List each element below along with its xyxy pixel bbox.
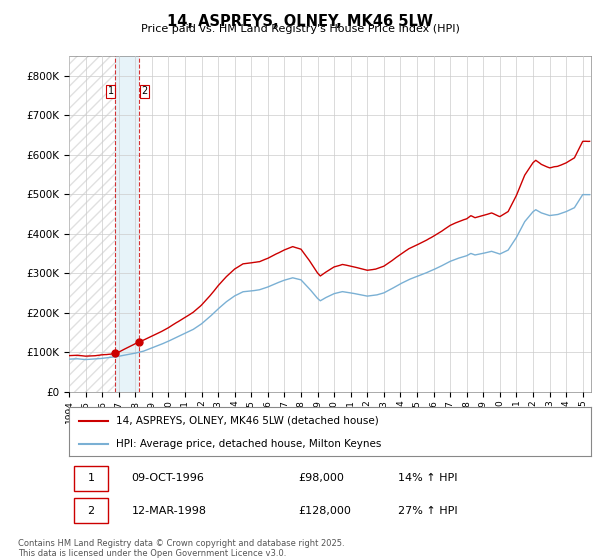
Text: Price paid vs. HM Land Registry's House Price Index (HPI): Price paid vs. HM Land Registry's House … [140,24,460,34]
Text: 2: 2 [88,506,95,516]
Text: Contains HM Land Registry data © Crown copyright and database right 2025.
This d: Contains HM Land Registry data © Crown c… [18,539,344,558]
Text: 27% ↑ HPI: 27% ↑ HPI [398,506,457,516]
Text: 09-OCT-1996: 09-OCT-1996 [131,473,205,483]
Text: 14, ASPREYS, OLNEY, MK46 5LW: 14, ASPREYS, OLNEY, MK46 5LW [167,14,433,29]
Bar [115,56,139,392]
Text: £98,000: £98,000 [299,473,344,483]
Text: £128,000: £128,000 [299,506,352,516]
Text: 1: 1 [108,86,114,96]
Text: HPI: Average price, detached house, Milton Keynes: HPI: Average price, detached house, Milt… [116,439,382,449]
Text: 14, ASPREYS, OLNEY, MK46 5LW (detached house): 14, ASPREYS, OLNEY, MK46 5LW (detached h… [116,416,379,426]
Text: 14% ↑ HPI: 14% ↑ HPI [398,473,457,483]
Text: 1: 1 [88,473,95,483]
Text: 2: 2 [142,86,148,96]
Text: 12-MAR-1998: 12-MAR-1998 [131,506,206,516]
FancyBboxPatch shape [74,466,108,491]
FancyBboxPatch shape [74,498,108,523]
